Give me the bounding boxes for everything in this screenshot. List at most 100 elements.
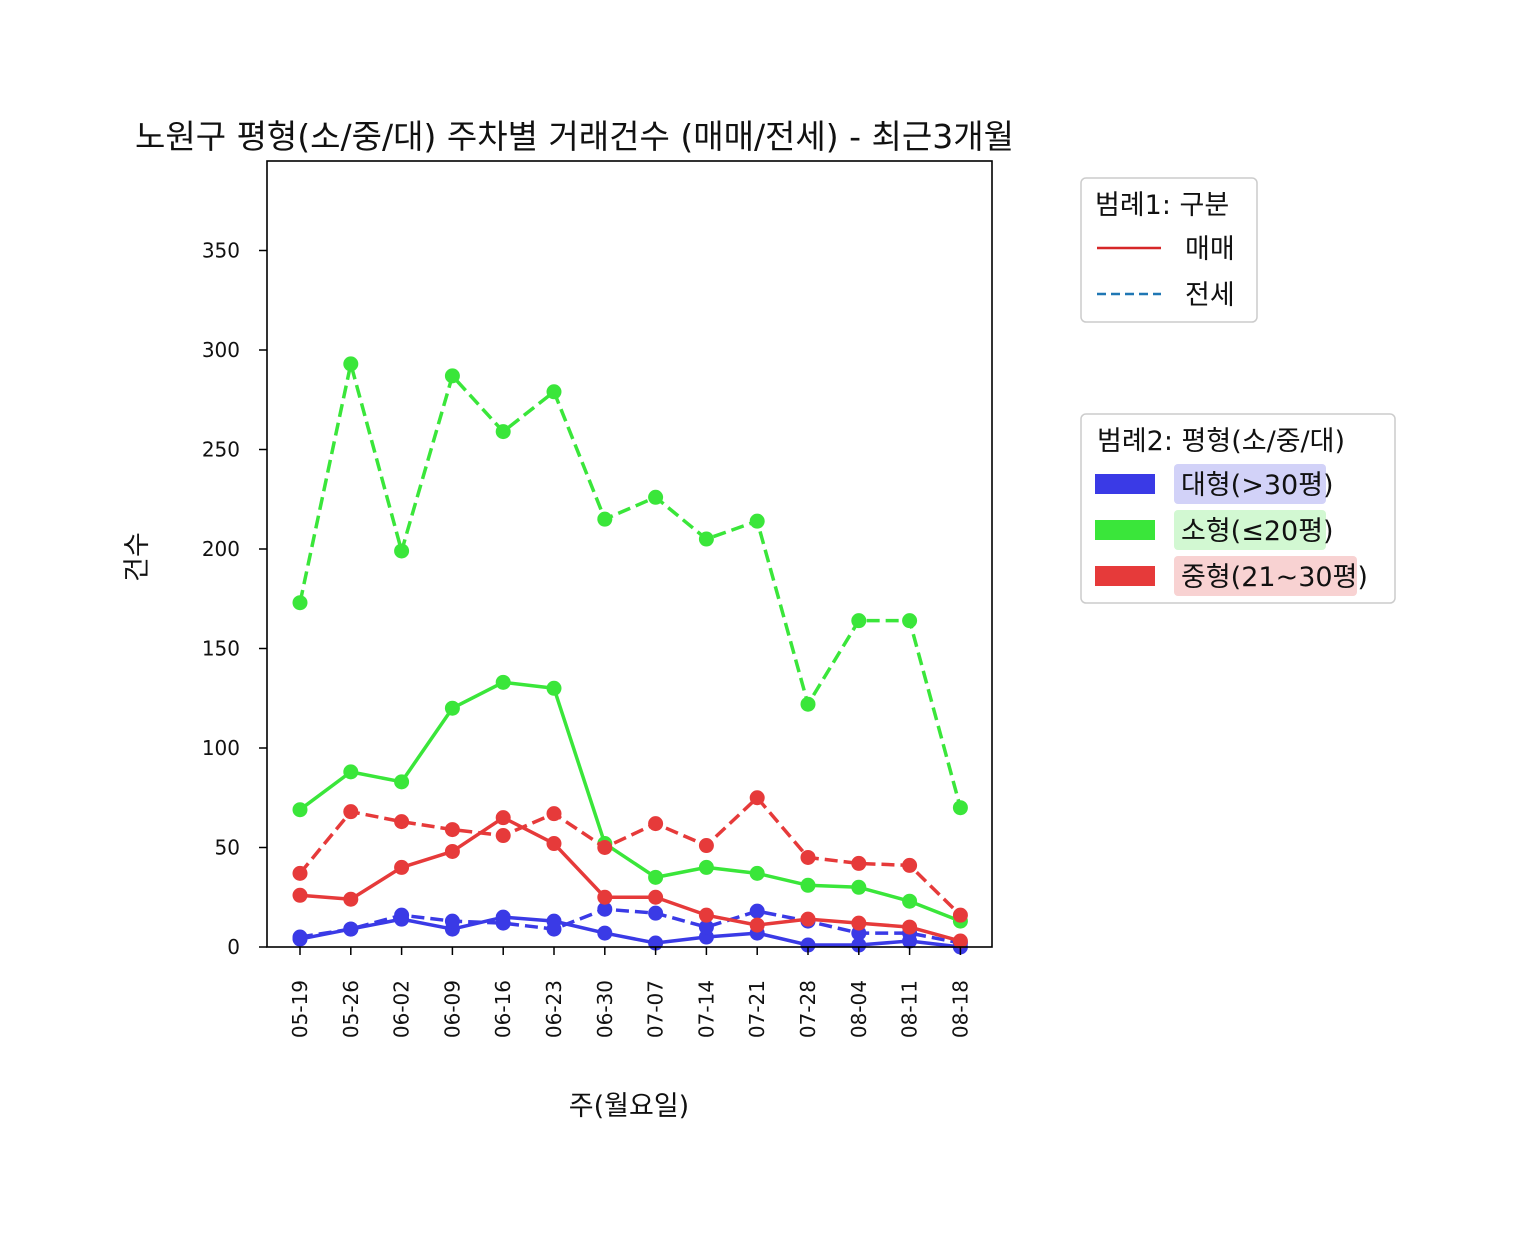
data-point	[698, 907, 714, 923]
data-point	[749, 903, 765, 919]
series-mid-jeonse	[292, 790, 968, 923]
data-point	[343, 356, 359, 372]
data-point	[952, 933, 968, 949]
data-point	[902, 919, 918, 935]
legend-color-swatch	[1095, 566, 1155, 586]
y-axis-label: 건수	[122, 532, 153, 582]
series-mid-sale	[292, 810, 968, 949]
data-point	[546, 836, 562, 852]
data-point	[495, 828, 511, 844]
data-point	[444, 913, 460, 929]
data-point	[292, 865, 308, 881]
data-point	[698, 919, 714, 935]
x-tick-label: 08-11	[898, 980, 922, 1038]
data-point	[495, 424, 511, 440]
series-small-sale	[292, 674, 968, 929]
data-point	[292, 595, 308, 611]
data-point	[444, 843, 460, 859]
legend-item-label: 중형(21~30평)	[1181, 562, 1368, 593]
y-tick-label: 50	[215, 836, 240, 860]
data-point	[851, 855, 867, 871]
legend-label-bg	[1174, 464, 1326, 504]
data-point	[394, 907, 410, 923]
data-point	[597, 901, 613, 917]
legend-size-type: 범례2: 평형(소/중/대) 대형(>30평) 소형(≤20평) 중형(21~30평…	[1080, 413, 1396, 604]
data-point	[597, 889, 613, 905]
x-tick-label: 07-21	[745, 980, 769, 1038]
legend-item-label: 소형(≤20평)	[1181, 516, 1334, 547]
data-point	[648, 905, 664, 921]
data-point	[495, 674, 511, 690]
data-point	[800, 877, 816, 893]
data-point	[902, 893, 918, 909]
series-line	[298, 362, 963, 809]
data-point	[394, 814, 410, 830]
legend-color-swatch	[1095, 474, 1155, 494]
data-point	[394, 543, 410, 559]
data-point	[597, 511, 613, 527]
data-point	[546, 384, 562, 400]
x-tick-label: 06-02	[390, 980, 414, 1038]
data-point	[749, 513, 765, 529]
data-point	[648, 816, 664, 832]
x-tick-label: 06-16	[491, 980, 515, 1038]
data-point	[851, 937, 867, 953]
y-axis: 0 50 100 150 200 250 300 350	[202, 239, 267, 959]
legend-label-bg	[1174, 510, 1326, 550]
y-tick-label: 200	[202, 537, 240, 561]
data-point	[394, 774, 410, 790]
x-tick-label: 05-26	[339, 980, 363, 1038]
data-point	[851, 613, 867, 629]
data-point	[698, 838, 714, 854]
x-tick-label: 07-28	[796, 980, 820, 1038]
data-point	[343, 891, 359, 907]
x-axis: 05-19 05-26 06-02 06-09 06-16 06-23 06-30 07-07…	[288, 947, 972, 1038]
legend-label-bg	[1174, 556, 1357, 596]
data-point	[952, 800, 968, 816]
series-line	[299, 815, 961, 943]
data-point	[343, 921, 359, 937]
x-axis-label: 주(월요일)	[569, 1091, 689, 1122]
data-point	[495, 915, 511, 931]
data-point	[749, 917, 765, 933]
data-point	[495, 810, 511, 826]
legend-item-label: 매매	[1185, 234, 1235, 265]
x-tick-label: 07-14	[694, 980, 718, 1038]
data-point	[444, 368, 460, 384]
x-tick-label: 08-04	[847, 980, 871, 1038]
legend-color-swatch	[1095, 520, 1155, 540]
legend-deal-type-box	[1080, 177, 1258, 323]
series-line	[299, 907, 961, 945]
y-tick-label: 350	[202, 239, 240, 263]
data-point	[648, 489, 664, 505]
data-point	[800, 937, 816, 953]
x-tick-label: 08-18	[948, 980, 972, 1038]
data-point	[800, 911, 816, 927]
x-tick-label: 05-19	[288, 980, 312, 1038]
y-tick-label: 0	[227, 935, 240, 959]
data-point	[597, 840, 613, 855]
chart-title: 노원구 평형(소/중/대) 주차별 거래건수 (매매/전세) - 최근3개월	[135, 117, 1014, 156]
data-point	[444, 822, 460, 838]
data-point	[343, 764, 359, 780]
x-tick-label: 06-23	[542, 980, 566, 1038]
y-tick-label: 300	[202, 338, 240, 362]
data-point	[292, 802, 308, 818]
x-tick-label: 06-09	[440, 980, 464, 1038]
data-point	[749, 865, 765, 881]
data-point	[546, 921, 562, 937]
series-line	[298, 796, 962, 917]
series-line	[298, 680, 962, 923]
data-point	[800, 696, 816, 712]
y-tick-label: 150	[202, 637, 240, 661]
data-point	[343, 804, 359, 820]
legend-item-label: 대형(>30평)	[1181, 470, 1334, 501]
y-tick-label: 100	[202, 736, 240, 760]
data-point	[597, 925, 613, 941]
legend-size-type-box	[1080, 413, 1396, 604]
data-point	[902, 613, 918, 629]
x-tick-label: 07-07	[644, 980, 668, 1038]
legend-size-type-title: 범례2: 평형(소/중/대)	[1097, 426, 1345, 457]
x-tick-label: 06-30	[593, 980, 617, 1038]
